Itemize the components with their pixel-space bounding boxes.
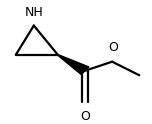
Polygon shape	[58, 55, 89, 75]
Text: O: O	[108, 41, 118, 54]
Text: O: O	[80, 110, 90, 123]
Text: NH: NH	[24, 6, 43, 19]
